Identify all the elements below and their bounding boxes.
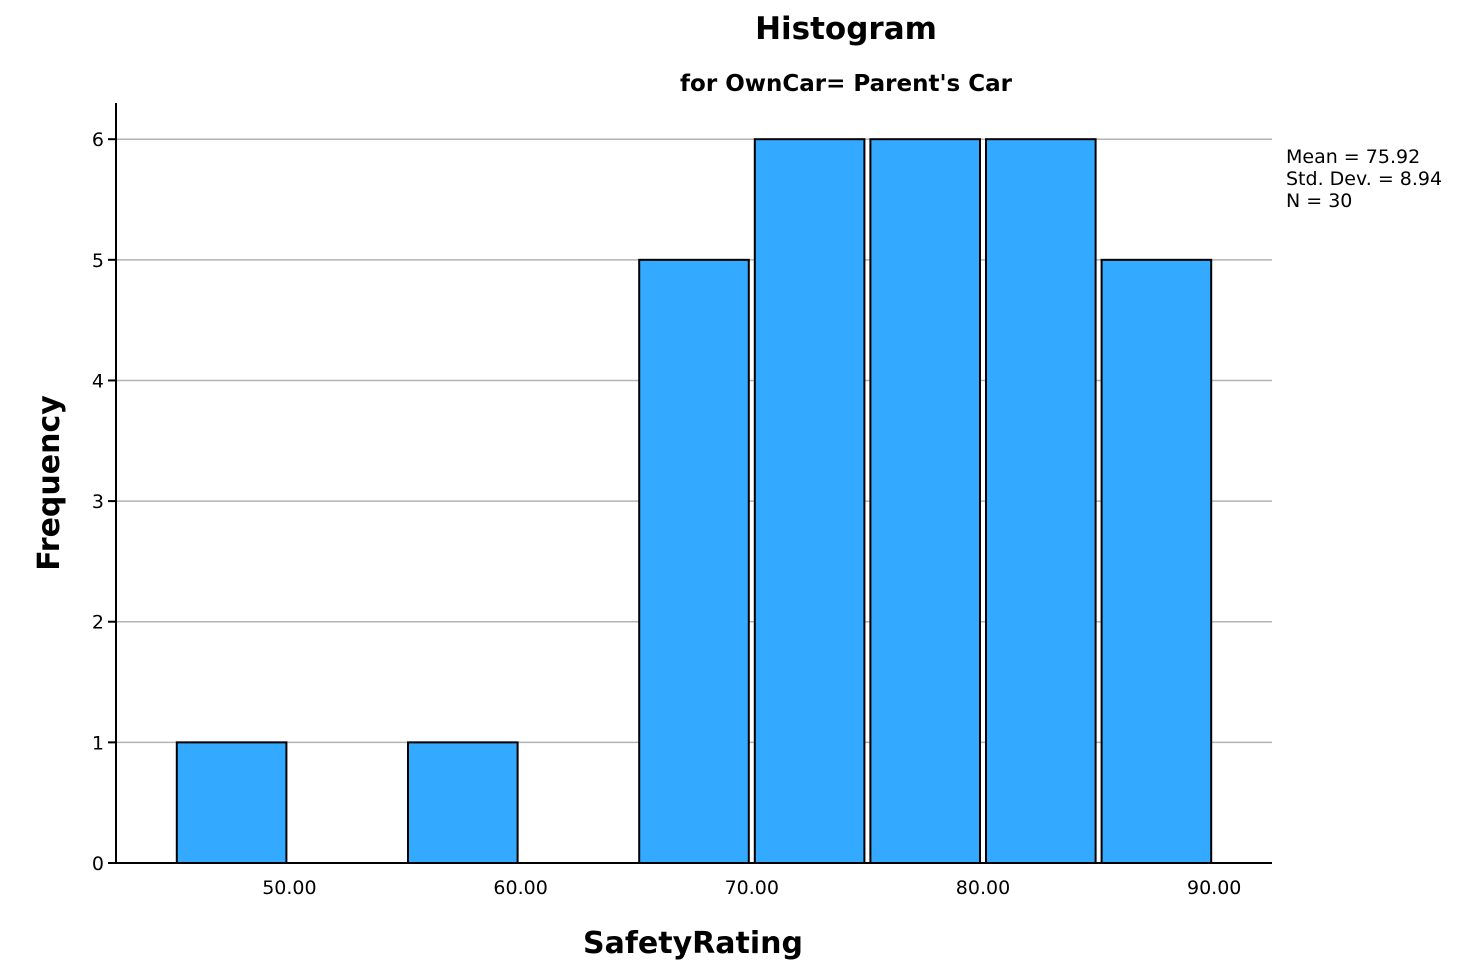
y-axis-title: Frequency [32, 395, 67, 571]
y-tick-label-6: 6 [92, 129, 104, 151]
axes [108, 103, 1272, 864]
stats-n: N = 30 [1286, 190, 1352, 212]
stats-box: Mean = 75.92 Std. Dev. = 8.94 N = 30 [1286, 146, 1442, 212]
y-tick-label-2: 2 [92, 612, 104, 634]
bar-55-60 [407, 741, 519, 864]
x-tick-label-50: 50.00 [262, 877, 316, 899]
chart-subtitle: for OwnCar= Parent's Car [680, 71, 1013, 97]
stats-std-dev: Std. Dev. = 8.94 [1286, 168, 1442, 190]
x-tick-label-80: 80.00 [956, 877, 1010, 899]
bar-45-50 [175, 741, 288, 864]
y-tick-label-0: 0 [92, 853, 104, 875]
bar-65-70 [638, 258, 750, 865]
bars [175, 138, 1213, 865]
bar-85-90 [1100, 258, 1213, 865]
y-tick-label-1: 1 [92, 732, 104, 754]
y-tick-label-4: 4 [92, 370, 104, 392]
tick-labels: 0 1 2 3 4 5 6 50.00 60.00 70.00 80.00 90.00 [92, 129, 1241, 899]
bar-75-80 [869, 138, 982, 864]
x-tick-label-70: 70.00 [725, 877, 779, 899]
chart-title: Histogram [755, 11, 937, 47]
bar-70-75 [753, 138, 866, 864]
stats-mean: Mean = 75.92 [1286, 146, 1420, 168]
x-tick-label-90: 90.00 [1187, 877, 1241, 899]
x-axis-title: SafetyRating [583, 926, 803, 961]
y-tick-label-3: 3 [92, 491, 104, 513]
y-tick-label-5: 5 [92, 250, 104, 272]
bar-80-85 [985, 138, 1097, 864]
x-tick-label-60: 60.00 [493, 877, 547, 899]
